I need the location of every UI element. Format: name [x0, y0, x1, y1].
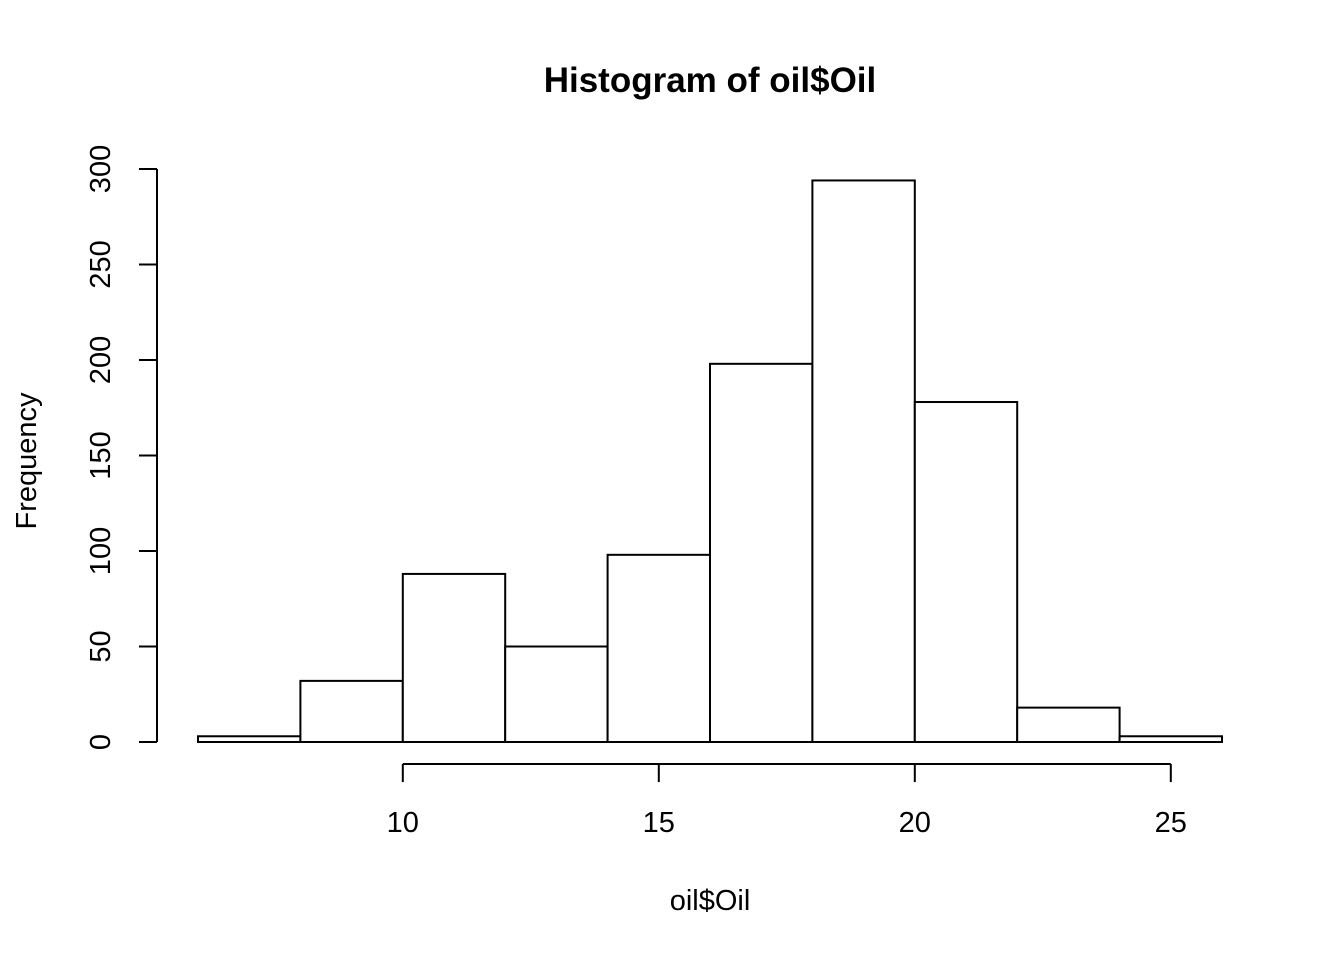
x-tick-label-0: 10	[387, 807, 419, 839]
y-tick-label-3: 150	[85, 431, 117, 479]
histogram-bar-8	[1016, 706, 1121, 743]
histogram-bar-7	[913, 401, 1019, 743]
y-tick-label-5: 250	[85, 240, 117, 288]
y-axis-title: Frequency	[11, 392, 43, 530]
bars-group	[197, 179, 1223, 744]
x-tick-label-1: 15	[643, 807, 675, 839]
x-axis: 10 15 20 25	[387, 763, 1187, 839]
y-tick-label-0: 0	[85, 734, 117, 750]
y-tick-label-2: 100	[85, 527, 117, 575]
chart-title: Histogram of oil$Oil	[544, 61, 877, 100]
histogram-bar-9	[1118, 735, 1223, 744]
histogram-bar-6	[811, 179, 916, 743]
histogram-bar-5	[709, 362, 814, 743]
histogram-bar-4	[606, 553, 711, 743]
histogram-bar-1	[299, 679, 404, 744]
histogram-bar-0	[197, 735, 302, 744]
histogram-bar-3	[504, 645, 609, 743]
y-axis: 0 50 100 150 200 250 300	[85, 145, 158, 750]
y-tick-label-1: 50	[85, 630, 117, 662]
histogram-bar-2	[401, 572, 507, 743]
x-axis-title: oil$Oil	[670, 885, 751, 917]
y-tick-label-4: 200	[85, 336, 117, 384]
y-tick-label-6: 300	[85, 145, 117, 193]
x-tick-label-2: 20	[899, 807, 931, 839]
x-tick-label-3: 25	[1155, 807, 1187, 839]
